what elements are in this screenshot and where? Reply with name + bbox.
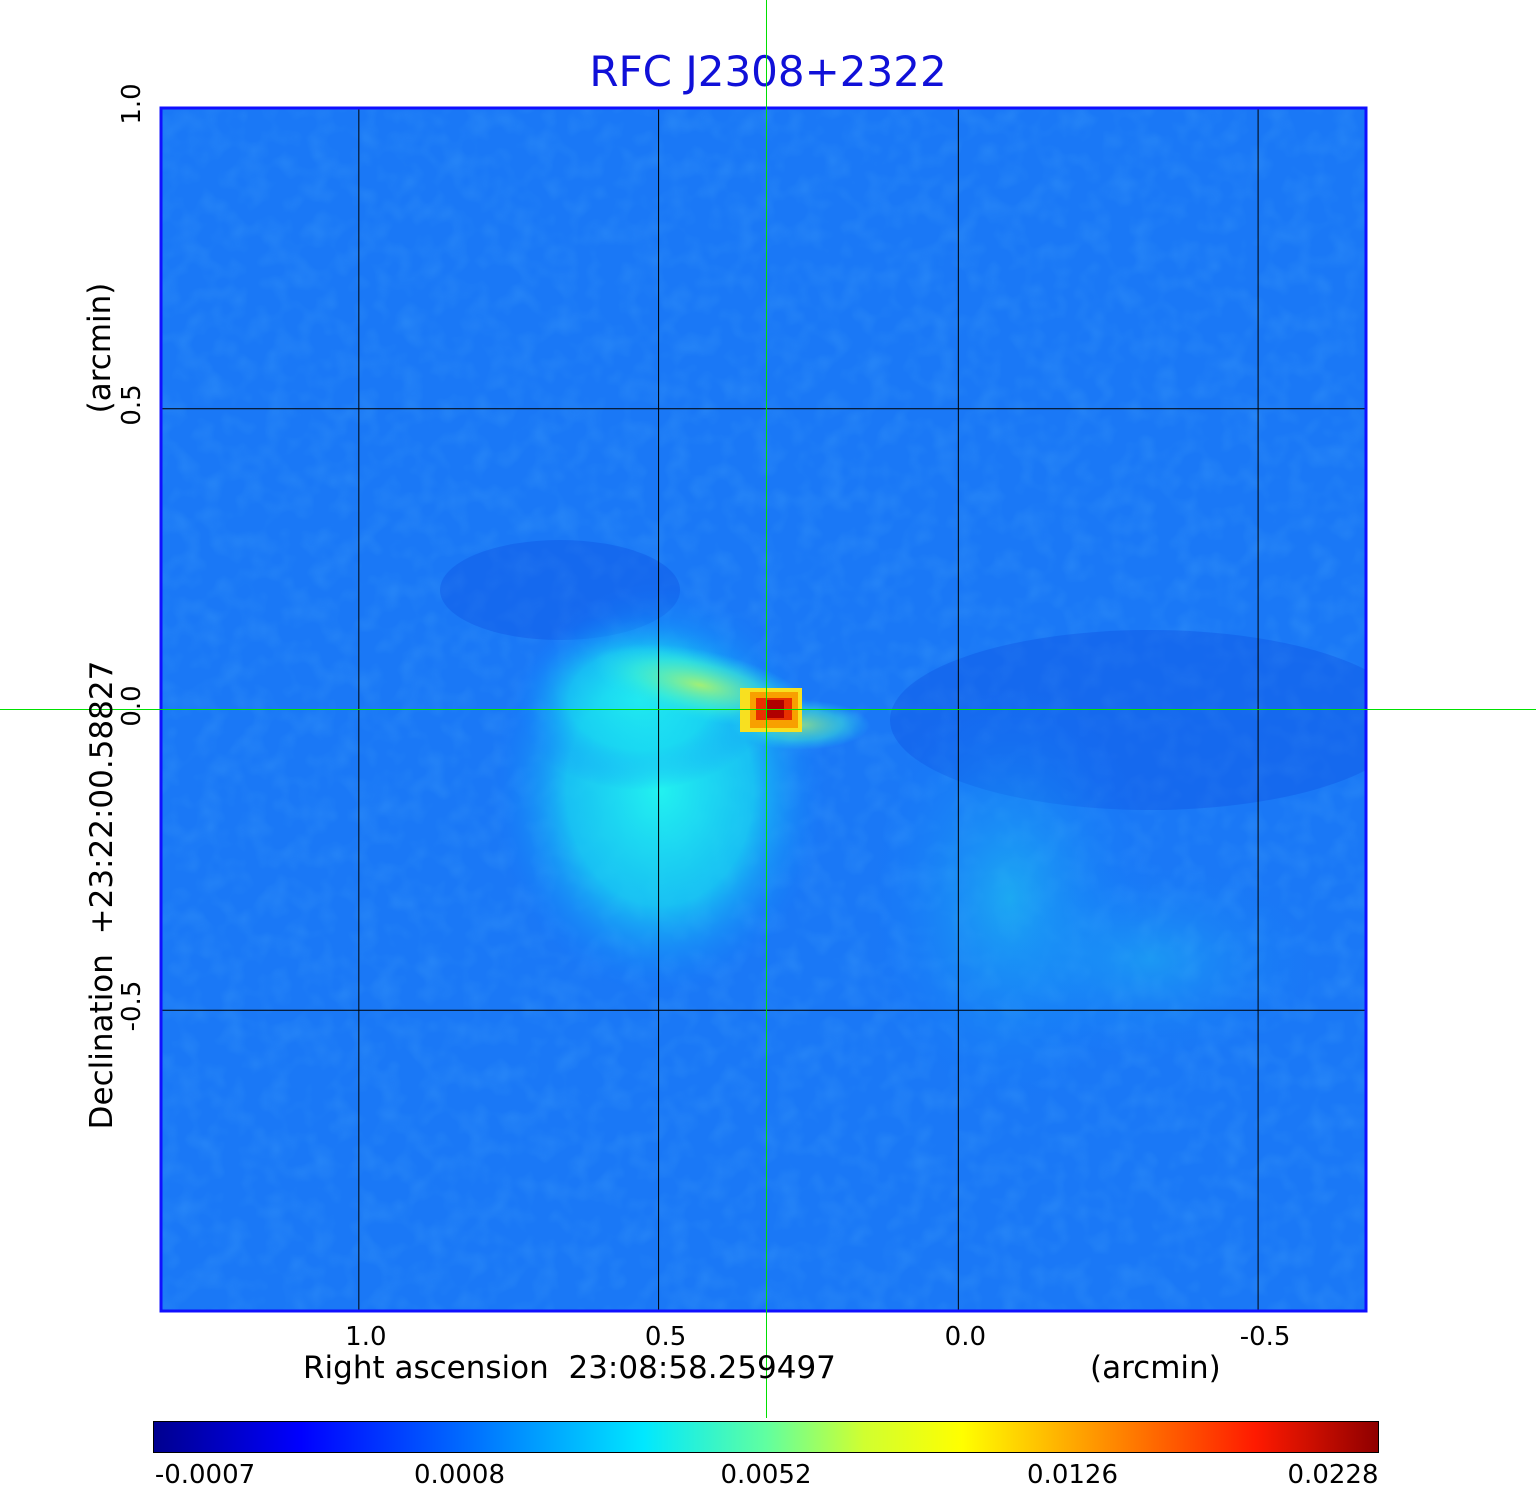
x-tick-label: -0.5 [1239,1322,1291,1352]
x-axis-unit: (arcmin) [1090,1350,1221,1386]
y-tick-label: 0.5 [117,384,147,426]
colorbar-tick-label: 0.0052 [720,1460,812,1490]
y-tick-label: 0.0 [117,684,147,727]
colorbar-tick-label: 0.0228 [1287,1460,1379,1490]
x-tick-label: 0.5 [644,1322,687,1352]
x-tick-label: 1.0 [345,1322,387,1352]
y-tick-label: -0.5 [117,980,147,1032]
x-axis-label: Right ascension 23:08:58.259497 [303,1350,836,1386]
crosshair [0,0,1536,1418]
chart-title: RFC J2308+2322 [589,47,947,96]
colorbar [153,1421,1379,1453]
colorbar-tick-label: 0.0126 [1027,1460,1118,1490]
y-axis-unit: (arcmin) [82,282,118,414]
colorbar-tick-label: 0.0008 [414,1460,505,1490]
colorbar-tick-label: -0.0007 [154,1460,256,1490]
y-tick-label: 1.0 [117,83,147,125]
y-axis-label: Declination +23:22:00.58827 [84,660,120,1130]
x-tick-label: 0.0 [944,1322,987,1352]
